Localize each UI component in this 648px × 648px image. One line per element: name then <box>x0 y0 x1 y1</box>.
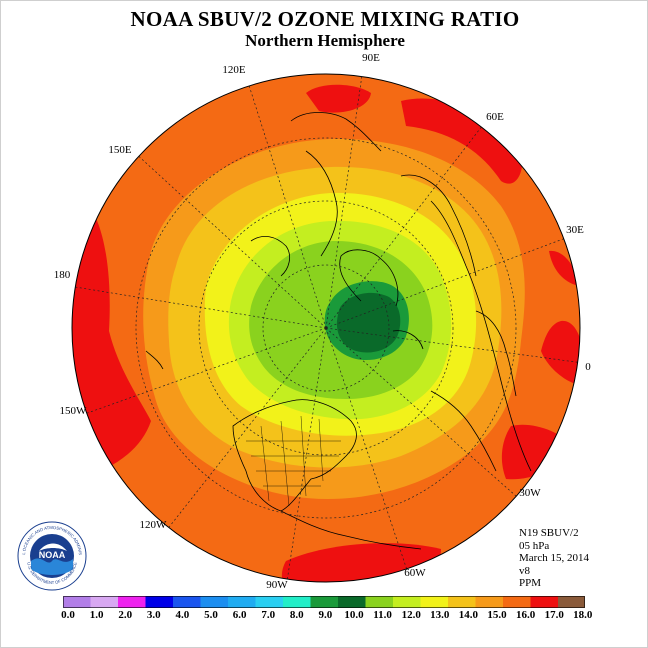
logo-text: NOAA <box>39 550 66 560</box>
contour-17-south <box>281 543 441 582</box>
colorbar-segment <box>200 596 229 608</box>
satellite-label: N19 SBUV/2 <box>519 527 579 539</box>
colorbar-segment <box>365 596 394 608</box>
colorbar-tick-label: 16.0 <box>515 609 536 621</box>
colorbar-tick-label: 4.0 <box>175 609 190 621</box>
colorbar-segment <box>338 596 366 608</box>
page-subtitle: Northern Hemisphere <box>245 31 405 50</box>
map-boundary <box>71 73 581 583</box>
map-info: N19 SBUV/2 05 hPa March 15, 2014 v8 PPM <box>519 527 589 590</box>
longitude-label: 90W <box>266 579 288 591</box>
colorbar-tick-label: 14.0 <box>458 609 479 621</box>
colorbar-tick-label: 10.0 <box>344 609 364 621</box>
colorbar-segment <box>503 596 531 608</box>
colorbar-segment <box>255 596 284 608</box>
colorbar-segment <box>310 596 339 608</box>
logo-bird <box>39 543 67 551</box>
longitude-label: 120E <box>222 64 246 76</box>
colorbar-segment <box>420 596 449 608</box>
version-label: v8 <box>519 564 530 577</box>
colorbar-tick-label: 11.0 <box>373 609 392 621</box>
colorbar-tick-label: 3.0 <box>146 609 161 621</box>
longitude-label: 30E <box>566 224 584 236</box>
longitude-label: 0 <box>585 361 591 373</box>
colorbar-tick-label: 5.0 <box>204 609 218 621</box>
colorbar-tick-label: 2.0 <box>118 609 133 621</box>
longitude-label: 60W <box>404 567 426 579</box>
longitude-label: 30W <box>519 487 541 499</box>
pressure-level: 05 hPa <box>519 539 550 552</box>
colorbar-tick-label: 17.0 <box>544 609 564 621</box>
colorbar-segment <box>145 596 174 608</box>
colorbar-tick-label: 18.0 <box>573 609 593 621</box>
colorbar-segment <box>173 596 201 608</box>
colorbar-segment <box>118 596 146 608</box>
colorbar-segment <box>90 596 119 608</box>
contour-9 <box>336 292 401 353</box>
coastlines <box>145 112 532 550</box>
colorbar-tick-label: 13.0 <box>430 609 450 621</box>
longitude-label: 90E <box>362 52 380 64</box>
graticule <box>72 74 580 582</box>
contour-17-west <box>72 191 151 481</box>
state-borders <box>246 415 341 507</box>
colorbar-frame <box>63 596 585 608</box>
colorbar-segment <box>393 596 421 608</box>
colorbar-tick-label: 15.0 <box>487 609 507 621</box>
colorbar-tick-label: 1.0 <box>89 609 104 621</box>
longitude-label: 180 <box>53 269 71 281</box>
contour-17-north-b <box>401 98 523 184</box>
colorbar-segment <box>558 596 585 608</box>
longitude-label: 150W <box>59 405 87 417</box>
ozone-field <box>72 74 580 582</box>
units-label: PPM <box>519 577 542 590</box>
colorbar-segment <box>63 596 91 608</box>
colorbar-segment <box>228 596 256 608</box>
colorbar-segment <box>530 596 559 608</box>
colorbar-tick-label: 7.0 <box>261 609 276 621</box>
longitude-label: 60E <box>486 111 504 123</box>
page-title: NOAA SBUV/2 OZONE MIXING RATIO <box>130 7 520 31</box>
colorbar-segment <box>283 596 311 608</box>
colorbar-tick-label: 9.0 <box>318 609 333 621</box>
colorbar-tick-label: 12.0 <box>401 609 421 621</box>
contour-17-southeast <box>501 424 571 480</box>
longitude-label: 120W <box>139 519 167 531</box>
logo-wave <box>31 558 73 575</box>
noaa-logo: NOAA NATIONAL OCEANIC AND ATMOSPHERIC AD… <box>17 521 87 591</box>
date-label: March 15, 2014 <box>519 552 589 565</box>
colorbar-segment <box>448 596 476 608</box>
contour-17-east-b <box>541 320 580 386</box>
longitude-label: 150E <box>108 144 132 156</box>
colorbar-segment <box>475 596 504 608</box>
contour-17-east-a <box>549 250 579 286</box>
contour-17-north-a <box>306 84 371 113</box>
colorbar <box>63 596 585 608</box>
polar-ozone-map <box>71 73 581 583</box>
colorbar-tick-label: 8.0 <box>289 609 304 621</box>
colorbar-tick-label: 6.0 <box>232 609 247 621</box>
colorbar-tick-label: 0.0 <box>61 609 75 621</box>
